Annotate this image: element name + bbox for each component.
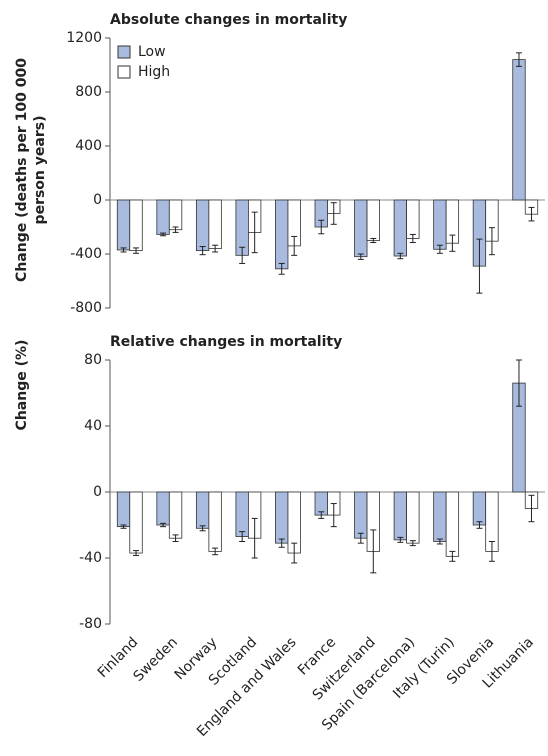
error-bar <box>488 227 495 256</box>
error-bar <box>436 244 443 254</box>
error-bar <box>528 494 535 523</box>
error-bar <box>357 532 364 544</box>
error-bar <box>449 550 456 562</box>
error-bar <box>120 524 127 529</box>
error-bar <box>397 252 404 260</box>
error-bar <box>199 246 206 256</box>
error-bar <box>278 538 285 548</box>
error-bar <box>172 534 179 542</box>
error-bar <box>212 244 219 253</box>
x-tick-label: Sweden <box>131 634 181 684</box>
bar <box>512 59 526 201</box>
error-bar <box>318 511 325 519</box>
legend-swatch <box>117 65 131 79</box>
bar <box>275 199 289 270</box>
bar <box>393 491 407 541</box>
chart-title: Relative changes in mortality <box>110 334 342 350</box>
error-bar <box>251 517 258 559</box>
chart-title: Absolute changes in mortality <box>110 12 347 28</box>
bar <box>156 491 170 526</box>
y-tick-label: 1200 <box>66 30 102 46</box>
error-bar <box>515 52 522 67</box>
bar <box>168 491 183 539</box>
y-tick-label: -80 <box>79 616 102 632</box>
legend-label: High <box>138 64 170 80</box>
y-axis-label: Change (deaths per 100 000 <box>14 58 30 282</box>
bar <box>129 199 143 252</box>
bar <box>433 491 447 542</box>
error-bar <box>239 246 246 264</box>
legend-label: Low <box>138 44 166 60</box>
y-tick-label: 0 <box>93 484 102 500</box>
error-bar <box>291 235 298 256</box>
y-tick-label: -400 <box>70 246 102 262</box>
bar <box>195 491 210 529</box>
error-bar <box>488 541 495 562</box>
bar <box>406 491 420 544</box>
error-bar <box>133 247 140 254</box>
error-bar <box>251 211 258 254</box>
y-tick-label: 0 <box>93 192 102 208</box>
error-bar <box>515 359 522 407</box>
bar <box>354 491 368 539</box>
bar <box>406 199 420 239</box>
bar <box>472 491 487 526</box>
error-bar <box>397 536 404 543</box>
error-bar <box>160 522 167 528</box>
bar <box>275 491 289 544</box>
error-bar <box>330 202 337 225</box>
y-tick-label: 80 <box>84 352 102 368</box>
error-bar <box>318 219 325 235</box>
error-bar <box>160 232 167 237</box>
error-bar <box>409 540 416 547</box>
bar <box>208 199 222 249</box>
bar <box>393 199 407 257</box>
error-bar <box>409 233 416 244</box>
y-tick-label: -40 <box>79 550 102 566</box>
y-tick-label: 40 <box>84 418 102 434</box>
y-axis-label: Change (%) <box>14 340 30 431</box>
bar <box>168 199 183 231</box>
error-bar <box>278 262 285 275</box>
bar <box>445 491 460 557</box>
y-tick-label: 400 <box>75 138 102 154</box>
bar <box>354 199 368 258</box>
bar <box>366 199 380 241</box>
error-bar <box>476 238 483 294</box>
error-bar <box>357 253 364 260</box>
error-bar <box>330 503 337 528</box>
bar <box>195 199 210 252</box>
bar <box>116 491 131 528</box>
error-bar <box>133 550 140 557</box>
legend-swatch <box>117 45 131 59</box>
error-bar <box>239 531 246 542</box>
y-tick-label: -800 <box>70 300 102 316</box>
bar <box>129 491 143 554</box>
bar <box>116 199 131 251</box>
error-bar <box>291 542 298 564</box>
error-bar <box>172 226 179 233</box>
error-bar <box>528 206 535 222</box>
error-bar <box>449 234 456 252</box>
bar <box>156 199 170 235</box>
y-axis-label: person years) <box>32 116 48 225</box>
error-bar <box>436 538 443 545</box>
error-bar <box>120 247 127 253</box>
bar <box>235 491 249 537</box>
error-bar <box>199 525 206 532</box>
bar <box>208 491 222 552</box>
error-bar <box>370 237 377 244</box>
error-bar <box>212 547 219 556</box>
error-bar <box>476 521 483 529</box>
bar <box>433 199 447 250</box>
error-bar <box>370 529 377 574</box>
y-tick-label: 800 <box>75 84 102 100</box>
